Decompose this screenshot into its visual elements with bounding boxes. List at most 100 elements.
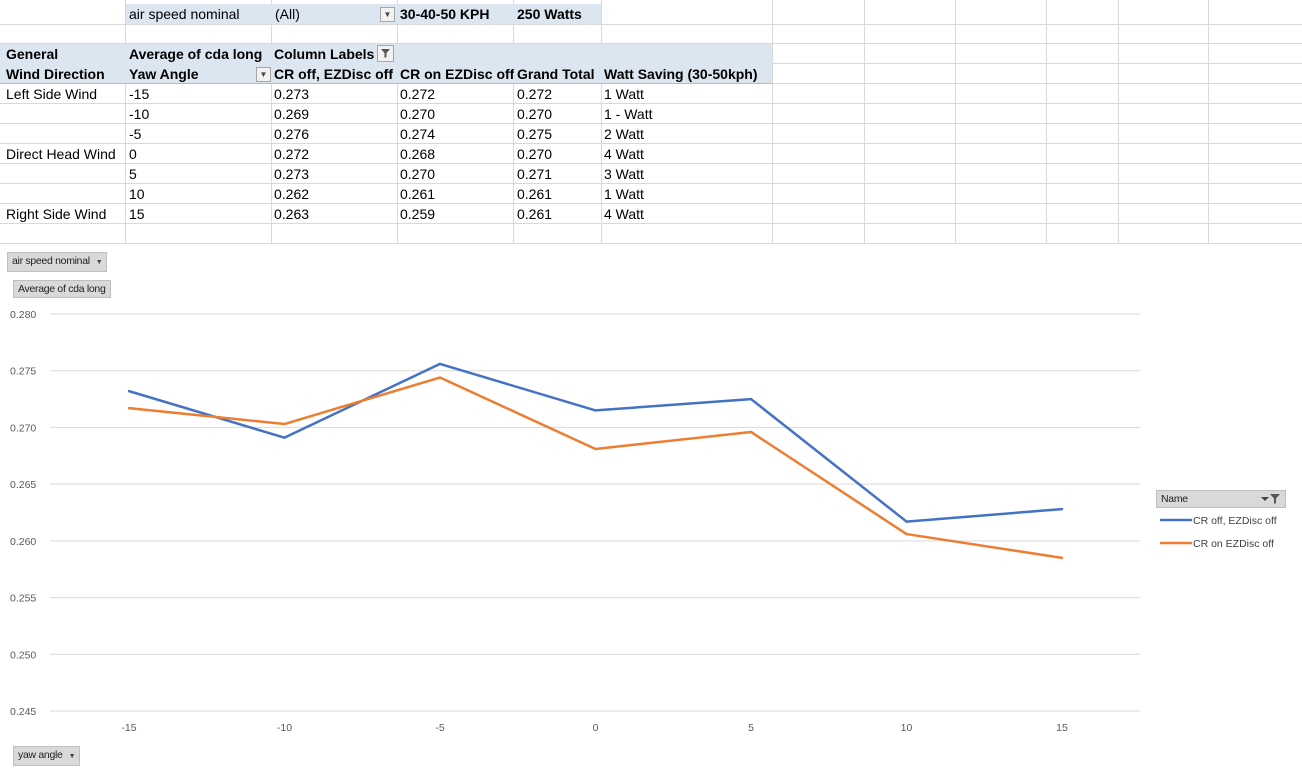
header-cr-off: CR off, EZDisc off (274, 66, 393, 82)
data-point (438, 376, 442, 379)
data-point (594, 409, 597, 412)
row-line (0, 183, 1302, 184)
col-line (772, 0, 773, 244)
chevron-down-icon: ▼ (68, 753, 76, 760)
line-chart-svg: 0.280 0.275 0.270 0.265 0.260 0.255 0.250 0.245… (10, 309, 1277, 734)
cr-off-value: 0.273 (274, 86, 310, 102)
col-line (1118, 0, 1119, 244)
chevron-down-icon: ▼ (95, 259, 103, 266)
grand-total-value: 0.270 (517, 146, 553, 162)
col-line (955, 0, 956, 244)
filter-field-label: air speed nominal (129, 6, 240, 22)
col-line (601, 0, 602, 244)
header-yaw-angle: Yaw Angle (129, 66, 199, 82)
yaw-value: 0 (129, 146, 137, 162)
legend-entry: CR on EZDisc off (1193, 538, 1274, 550)
data-point (905, 532, 908, 536)
cr-off-value: 0.273 (274, 166, 310, 182)
x-tick-label: 10 (901, 722, 913, 734)
header-grand-total: Grand Total (517, 66, 595, 82)
cr-on-value: 0.261 (400, 186, 436, 202)
wind-direction: Right Side Wind (6, 206, 107, 222)
grand-total-value: 0.271 (517, 166, 553, 182)
header-watt-saving: Watt Saving (30-50kph) (604, 66, 758, 82)
header-average-cda: Average of cda long (129, 46, 263, 62)
row-line (0, 243, 1302, 244)
yaw-value: -10 (129, 106, 150, 122)
series-line (128, 376, 1063, 560)
y-tick-label: 0.275 (10, 366, 36, 378)
row-line (0, 143, 1302, 144)
grand-total-value: 0.275 (517, 126, 553, 142)
header-underline (0, 83, 772, 84)
grand-total-value: 0.261 (517, 206, 553, 222)
grand-total-value: 0.261 (517, 186, 553, 202)
watt-saving-value: 2 Watt (604, 126, 644, 142)
yaw-value: 10 (129, 186, 145, 202)
cr-on-value: 0.268 (400, 146, 436, 162)
y-tick-label: 0.255 (10, 593, 36, 605)
cr-off-value: 0.276 (274, 126, 310, 142)
cr-off-value: 0.272 (274, 146, 310, 162)
filter-note-watts: 250 Watts (517, 6, 582, 22)
filter-value: (All) (275, 6, 300, 22)
x-tick-label: 0 (593, 722, 599, 734)
header-cr-on: CR on EZDisc off (400, 66, 515, 82)
filter-note-speed: 30-40-50 KPH (400, 6, 490, 22)
col-line (513, 0, 514, 244)
y-tick-label: 0.260 (10, 536, 36, 548)
yaw-value: -15 (129, 86, 150, 102)
legend-title: Name (1161, 493, 1188, 505)
cr-on-value: 0.274 (400, 126, 436, 142)
watt-saving-value: 1 - Watt (604, 106, 653, 122)
series-line (128, 362, 1063, 523)
row-line (0, 103, 1302, 104)
filter-row-bg (126, 4, 601, 24)
pivot-chart[interactable]: air speed nominal ▼ Average of cda long y… (0, 244, 1302, 775)
chart-axis-button[interactable]: yaw angle ▼ (13, 746, 81, 766)
cr-on-value: 0.259 (400, 206, 436, 222)
cr-on-value: 0.270 (400, 106, 436, 122)
data-point (127, 389, 131, 393)
row-line (0, 203, 1302, 204)
col-line (1046, 0, 1047, 244)
data-point (438, 362, 442, 366)
grand-total-value: 0.270 (517, 106, 553, 122)
series-lines (127, 362, 1064, 560)
cr-off-value: 0.262 (274, 186, 310, 202)
chart-value-label: Average of cda long (18, 283, 106, 295)
y-tick-label: 0.265 (10, 479, 36, 491)
x-tick-label: -5 (435, 722, 444, 734)
data-point (905, 520, 908, 523)
chart-filter-button[interactable]: air speed nominal ▼ (7, 252, 108, 272)
legend-entry: CR off, EZDisc off (1193, 515, 1277, 527)
header-column-labels: Column Labels (274, 46, 375, 62)
wind-direction: Left Side Wind (6, 86, 98, 102)
watt-saving-value: 1 Watt (604, 86, 644, 102)
y-tick-label: 0.270 (10, 422, 36, 434)
legend-name-button[interactable]: Name (1156, 490, 1286, 508)
watt-saving-value: 4 Watt (604, 146, 644, 162)
col-line (125, 0, 126, 244)
x-tick-label: 15 (1056, 722, 1068, 734)
cr-off-value: 0.269 (274, 106, 310, 122)
filter-icon (1261, 494, 1280, 504)
chart-value-button[interactable]: Average of cda long (13, 280, 111, 298)
cr-on-value: 0.270 (400, 166, 436, 182)
y-tick-label: 0.250 (10, 649, 36, 661)
filter-dropdown-icon[interactable]: ▼ (380, 7, 395, 22)
column-labels-filter-icon[interactable] (377, 45, 394, 62)
header-general: General (6, 46, 59, 62)
data-point (594, 447, 597, 451)
header-wind-direction: Wind Direction (6, 66, 105, 82)
yaw-angle-dropdown-icon[interactable]: ▼ (256, 67, 271, 82)
data-point (1060, 507, 1064, 511)
col-line (1208, 0, 1209, 244)
yaw-value: 5 (129, 166, 137, 182)
y-tick-label: 0.245 (10, 706, 36, 718)
data-point (749, 430, 753, 434)
col-line (271, 0, 272, 244)
data-point (749, 397, 753, 401)
cr-off-value: 0.263 (274, 206, 310, 222)
watt-saving-value: 3 Watt (604, 166, 644, 182)
